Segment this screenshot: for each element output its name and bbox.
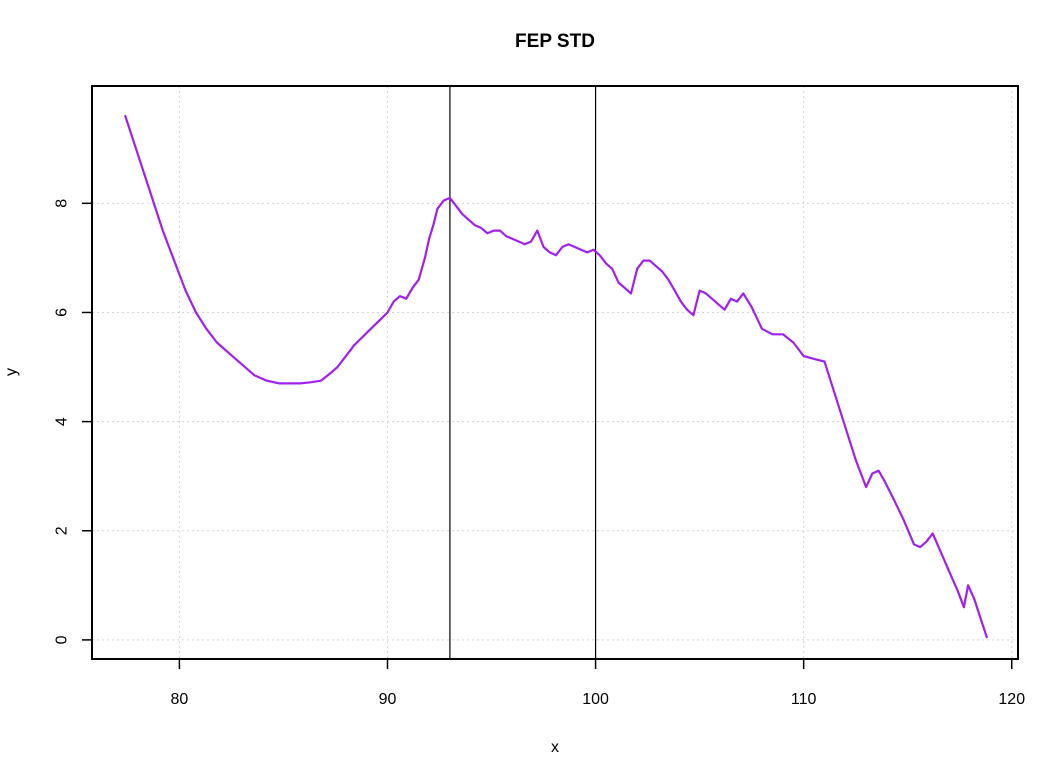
y-tick-label: 0	[54, 635, 71, 644]
series-layer	[124, 114, 988, 639]
x-tick-label: 110	[791, 691, 817, 708]
chart-title: FEP STD	[515, 31, 595, 52]
y-tick-label: 4	[54, 417, 71, 426]
series-line	[124, 114, 988, 639]
y-tick-label: 2	[54, 526, 71, 535]
y-tick-label: 8	[54, 199, 71, 208]
y-axis: 0 2 4 6 8	[54, 199, 93, 644]
x-tick-label: 120	[998, 691, 1025, 708]
grid-lines	[92, 86, 1018, 659]
y-axis-label: y	[3, 368, 20, 376]
x-tick-label: 90	[379, 691, 397, 708]
x-axis-label: x	[551, 739, 559, 756]
x-axis: 80 90 100 110 120	[170, 658, 1025, 708]
reference-lines	[449, 86, 597, 659]
x-tick-label: 100	[582, 691, 609, 708]
y-tick-label: 6	[54, 308, 71, 317]
x-tick-label: 80	[170, 691, 188, 708]
